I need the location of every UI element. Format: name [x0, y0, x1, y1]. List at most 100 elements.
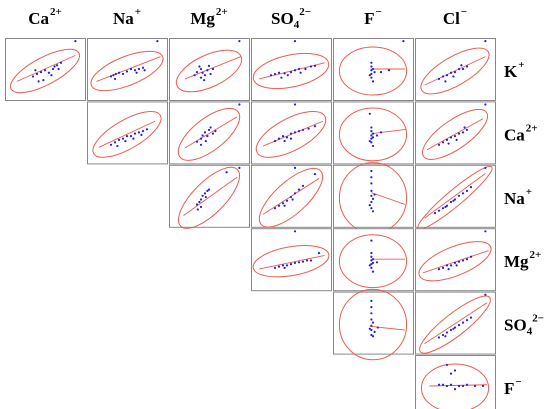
regression-line: [184, 116, 238, 149]
data-point: [214, 130, 217, 133]
data-point: [301, 128, 305, 132]
data-point: [453, 71, 457, 74]
data-point: [43, 69, 47, 72]
data-point: [444, 80, 447, 83]
data-point: [273, 72, 277, 76]
data-point: [370, 200, 373, 204]
regression-line: [183, 176, 238, 217]
data-point: [449, 383, 453, 386]
data-point: [201, 134, 204, 137]
panels: [5, 38, 496, 409]
data-point: [207, 128, 211, 132]
column-header-ca: Ca2+: [28, 6, 62, 28]
data-point: [39, 71, 43, 74]
data-point: [281, 264, 285, 267]
data-point: [291, 198, 294, 201]
data-point: [484, 40, 487, 43]
data-point: [117, 138, 121, 141]
panel-r0-c4: [333, 38, 414, 101]
data-point: [283, 266, 286, 269]
data-point: [121, 137, 125, 140]
panel-frame: [415, 291, 496, 355]
regression-line: [258, 255, 325, 270]
data-point: [289, 137, 293, 140]
data-point: [238, 40, 241, 43]
data-point: [441, 333, 445, 337]
data-point: [371, 136, 375, 139]
data-point: [47, 71, 51, 74]
panel-frame: [415, 38, 496, 101]
data-point: [269, 74, 273, 77]
data-point: [375, 134, 379, 137]
data-point: [293, 40, 297, 43]
panel-frame: [251, 38, 332, 101]
data-point: [299, 71, 302, 74]
data-point: [273, 207, 277, 210]
data-point: [437, 209, 441, 212]
data-point: [441, 266, 445, 269]
data-point: [452, 75, 455, 78]
data-point: [457, 384, 461, 388]
data-point: [203, 79, 206, 82]
data-point: [437, 77, 441, 81]
data-point: [444, 205, 447, 209]
data-point: [51, 67, 55, 71]
regression-line: [98, 120, 156, 148]
data-point: [225, 171, 228, 174]
data-point: [199, 137, 203, 140]
regression-line: [96, 56, 161, 82]
data-point: [289, 195, 293, 199]
data-point: [203, 131, 207, 134]
data-point: [207, 64, 211, 67]
data-point: [371, 270, 375, 273]
data-point: [445, 204, 449, 207]
data-point: [198, 200, 201, 204]
data-point: [133, 132, 137, 135]
data-point: [145, 128, 149, 131]
data-point: [129, 135, 133, 138]
panel-r2-c3: [251, 164, 332, 228]
data-point: [453, 326, 457, 329]
data-point: [132, 137, 135, 140]
data-point: [137, 131, 141, 134]
data-point: [273, 266, 277, 269]
correlation-ellipse: [419, 295, 491, 354]
panel-r0-c2: [169, 38, 250, 101]
data-point: [379, 71, 383, 74]
data-point: [370, 141, 373, 144]
data-point: [370, 137, 373, 140]
data-point: [313, 173, 317, 176]
data-point: [199, 198, 203, 201]
data-point: [285, 264, 289, 267]
data-point: [281, 135, 285, 138]
data-point: [313, 125, 317, 128]
correlation-ellipse: [258, 168, 324, 228]
data-point: [445, 74, 449, 77]
data-point: [371, 197, 375, 200]
data-point: [437, 336, 441, 339]
correlation-ellipse: [175, 49, 243, 93]
data-point: [370, 72, 373, 76]
data-point: [293, 192, 297, 195]
data-point: [133, 69, 137, 72]
data-point: [445, 138, 449, 141]
panel-r1-c1: [87, 101, 168, 165]
panel-r1-c4: [333, 101, 414, 165]
data-point: [370, 299, 373, 302]
data-point: [109, 75, 113, 78]
data-point: [204, 139, 207, 143]
data-point: [370, 76, 373, 79]
data-point: [457, 323, 461, 327]
data-point: [141, 130, 145, 133]
row-header-f: F−: [504, 376, 522, 398]
data-point: [481, 384, 485, 388]
data-point: [449, 200, 453, 204]
data-point: [453, 388, 457, 391]
data-point: [297, 67, 301, 71]
data-point: [465, 65, 469, 68]
data-point: [457, 67, 461, 71]
regression-line: [422, 250, 489, 274]
data-point: [368, 327, 371, 330]
data-point: [277, 137, 281, 140]
